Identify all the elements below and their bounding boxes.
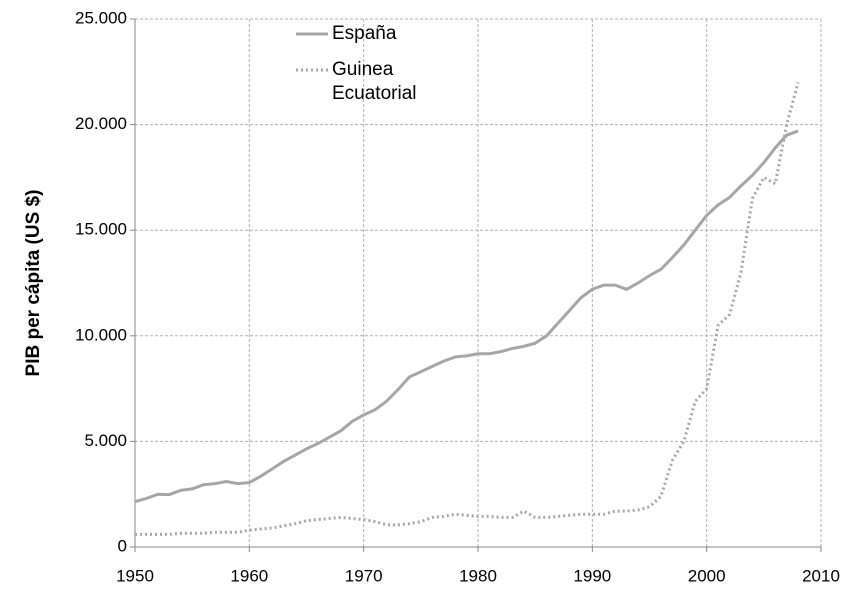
series-line — [135, 81, 800, 536]
x-tick-label: 1970 — [345, 566, 383, 585]
x-tick-label: 1980 — [459, 566, 497, 585]
y-axis-label: PIB per cápita (US $) — [23, 190, 44, 377]
legend-item: Guinea Ecuatorial — [296, 58, 496, 106]
y-tick-label: 0 — [118, 536, 127, 555]
x-tick-label: 1960 — [230, 566, 268, 585]
legend: España Guinea Ecuatorial — [296, 22, 496, 118]
y-tick-label: 20.000 — [75, 114, 127, 133]
y-tick-label: 25.000 — [75, 8, 127, 27]
x-tick-label: 1950 — [116, 566, 154, 585]
legend-label: Guinea Ecuatorial — [332, 59, 417, 104]
series-line — [134, 129, 799, 504]
y-tick-label: 10.000 — [75, 325, 127, 344]
legend-swatch — [296, 68, 328, 72]
y-tick-label: 15.000 — [75, 220, 127, 239]
x-tick-label: 2010 — [802, 566, 840, 585]
legend-item: España — [296, 22, 496, 46]
x-tick-label: 1990 — [573, 566, 611, 585]
legend-swatch — [296, 32, 328, 36]
x-tick-label: 2000 — [688, 566, 726, 585]
legend-label: España — [332, 23, 397, 44]
y-tick-label: 5.000 — [84, 431, 127, 450]
